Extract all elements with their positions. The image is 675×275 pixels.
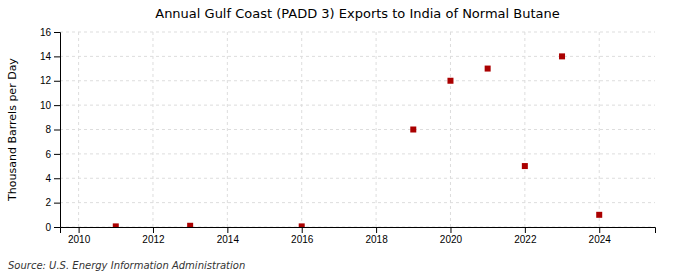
point <box>559 53 565 59</box>
tick-label: 4 <box>45 173 51 184</box>
tick: 2024 <box>589 227 612 245</box>
plot: 2010 2012 2014 2016 2018 2020 2022 2024 0 2 4 6 8 10 1… <box>40 27 656 245</box>
tick-mark <box>54 81 60 82</box>
grid-line <box>78 32 79 227</box>
point <box>410 127 416 133</box>
tick: 0 <box>45 222 60 233</box>
grid-line <box>152 32 153 227</box>
tick: 14 <box>40 51 60 62</box>
tick-label: 0 <box>45 222 51 233</box>
point <box>113 223 119 227</box>
grid-line <box>524 32 525 227</box>
tick-label: 6 <box>45 149 51 160</box>
tick-label: 2018 <box>365 234 388 245</box>
tick: 6 <box>45 149 60 160</box>
tick: 2010 <box>68 227 91 245</box>
grid-line <box>60 178 655 179</box>
title: Annual Gulf Coast (PADD 3) Exports to In… <box>155 6 560 21</box>
tick-label: 8 <box>45 124 51 135</box>
point <box>485 66 491 72</box>
point <box>187 223 193 227</box>
chart: 2010 2012 2014 2016 2018 2020 2022 2024 0 2 4 6 8 10 1… <box>0 0 675 275</box>
tick-label: 16 <box>40 27 52 38</box>
tick: 2018 <box>365 227 388 245</box>
tick: 4 <box>45 173 60 184</box>
tick-mark <box>153 227 154 233</box>
tick-mark <box>54 178 60 179</box>
point <box>596 212 602 218</box>
tick-mark <box>54 105 60 106</box>
tick-mark <box>376 227 377 233</box>
tick-label: 2016 <box>291 234 314 245</box>
tick: 2 <box>45 197 60 208</box>
source: Source: U.S. Energy Information Administ… <box>8 260 245 271</box>
grid-line <box>227 32 228 227</box>
point <box>522 163 528 169</box>
y-axis: 0 2 4 6 8 10 12 14 16 <box>40 27 61 233</box>
grid-line <box>60 153 655 154</box>
tick: 10 <box>40 100 60 111</box>
tick: 2022 <box>514 227 537 245</box>
tick-mark <box>54 227 60 228</box>
tick: 2020 <box>440 227 463 245</box>
tick-label: 12 <box>40 75 52 86</box>
y-axis-label: Thousand Barrels per Day <box>6 58 19 202</box>
axis-line <box>61 228 656 234</box>
grid-line <box>301 32 302 227</box>
tick: 8 <box>45 124 60 135</box>
tick-mark <box>54 32 60 33</box>
tick-label: 14 <box>40 51 52 62</box>
tick-label: 2014 <box>217 234 240 245</box>
axis-line <box>54 33 61 228</box>
tick-mark <box>54 56 60 57</box>
tick-mark <box>450 227 451 233</box>
x-axis: 2010 2012 2014 2016 2018 2020 2022 2024 <box>61 227 656 245</box>
grid-line <box>60 56 655 57</box>
tick-label: 10 <box>40 100 52 111</box>
tick: 2014 <box>217 227 240 245</box>
tick: 2012 <box>142 227 165 245</box>
tick-mark <box>79 227 80 233</box>
tick-mark <box>599 227 600 233</box>
tick-mark <box>54 154 60 155</box>
tick-label: 2020 <box>440 234 463 245</box>
tick-mark <box>227 227 228 233</box>
grid-line <box>60 32 655 33</box>
tick-mark <box>54 130 60 131</box>
tick-mark <box>525 227 526 233</box>
grid-line <box>599 32 600 227</box>
grid-line <box>376 32 377 227</box>
points <box>113 53 602 227</box>
tick: 16 <box>40 27 60 38</box>
tick: 2016 <box>291 227 314 245</box>
grid-line <box>450 32 451 227</box>
tick-label: 2012 <box>142 234 165 245</box>
grid-line <box>60 129 655 130</box>
tick-label: 2022 <box>514 234 537 245</box>
grid-line <box>60 80 655 81</box>
point <box>447 78 453 84</box>
tick-label: 2 <box>45 197 51 208</box>
tick-label: 2024 <box>589 234 612 245</box>
tick-label: 2010 <box>68 234 91 245</box>
grid <box>60 32 655 227</box>
tick-mark <box>302 227 303 233</box>
grid-line <box>60 202 655 203</box>
tick-mark <box>54 203 60 204</box>
tick: 12 <box>40 75 60 86</box>
grid-line <box>60 105 655 106</box>
point <box>299 223 305 227</box>
